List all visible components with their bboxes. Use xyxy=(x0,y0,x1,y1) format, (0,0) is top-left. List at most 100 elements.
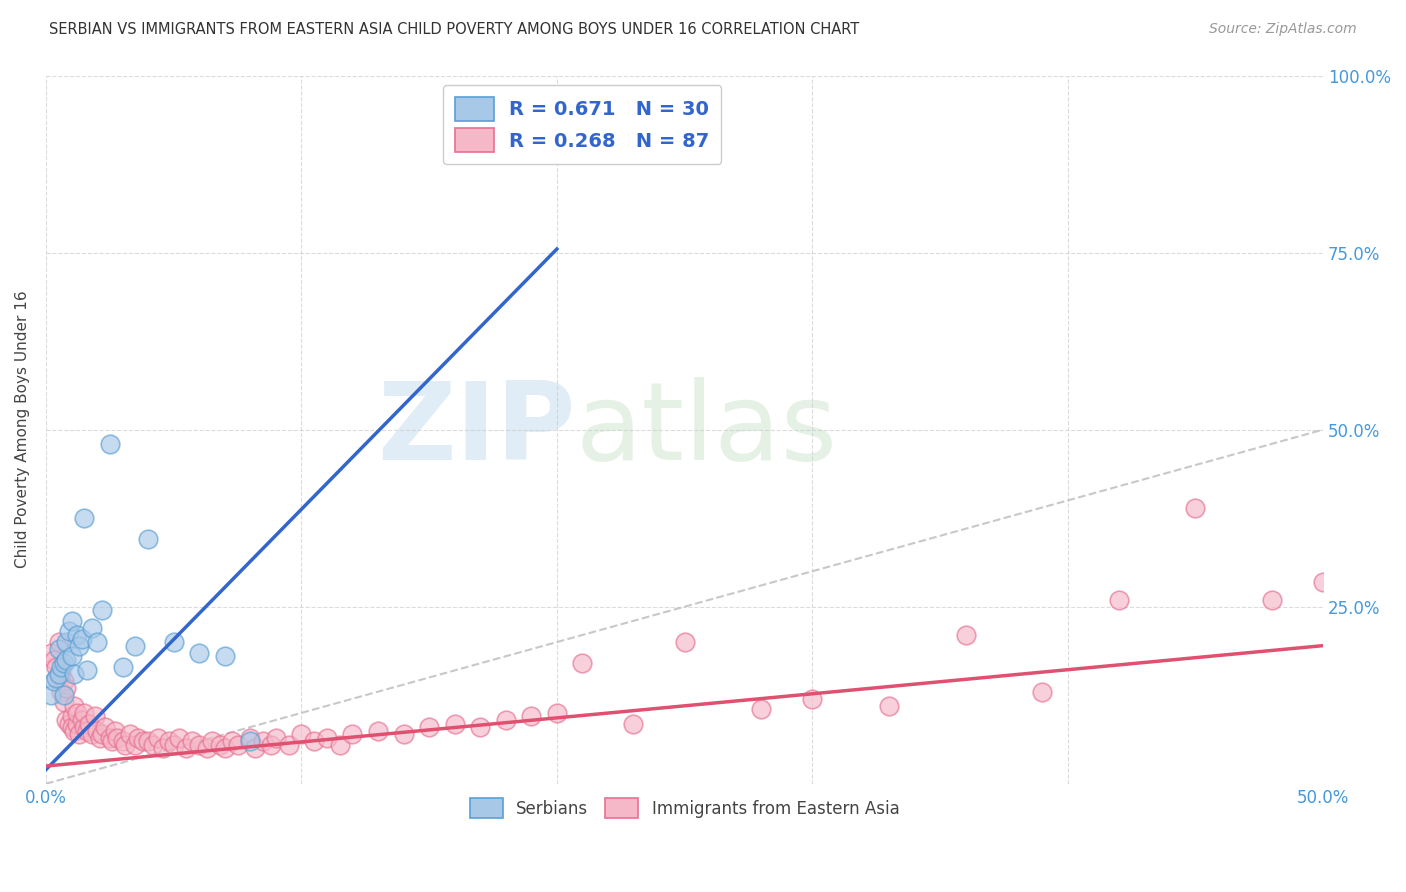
Point xyxy=(60,649,83,664)
Point xyxy=(63,698,86,713)
Point xyxy=(955,628,977,642)
Point xyxy=(188,738,211,752)
Point xyxy=(1108,592,1130,607)
Point xyxy=(51,667,73,681)
Point xyxy=(73,511,96,525)
Point xyxy=(188,646,211,660)
Point xyxy=(63,723,86,738)
Point xyxy=(167,731,190,745)
Point xyxy=(63,667,86,681)
Point xyxy=(124,639,146,653)
Point xyxy=(180,734,202,748)
Point xyxy=(470,720,492,734)
Point xyxy=(83,709,105,723)
Legend: Serbians, Immigrants from Eastern Asia: Serbians, Immigrants from Eastern Asia xyxy=(463,791,905,825)
Point xyxy=(221,734,243,748)
Point xyxy=(673,635,696,649)
Point xyxy=(42,674,65,689)
Point xyxy=(176,741,198,756)
Point xyxy=(101,734,124,748)
Point xyxy=(48,642,70,657)
Point xyxy=(70,632,93,646)
Point xyxy=(142,738,165,752)
Point xyxy=(495,713,517,727)
Point xyxy=(152,741,174,756)
Point xyxy=(58,624,80,639)
Point xyxy=(51,660,73,674)
Point xyxy=(1184,500,1206,515)
Point xyxy=(392,727,415,741)
Point xyxy=(60,709,83,723)
Point xyxy=(1312,574,1334,589)
Point xyxy=(39,688,62,702)
Point xyxy=(443,716,465,731)
Point xyxy=(48,671,70,685)
Point xyxy=(252,734,274,748)
Point xyxy=(42,653,65,667)
Point xyxy=(132,734,155,748)
Point xyxy=(60,614,83,628)
Point xyxy=(104,723,127,738)
Point xyxy=(52,674,75,689)
Point xyxy=(245,741,267,756)
Point xyxy=(55,681,77,695)
Point xyxy=(226,738,249,752)
Point xyxy=(418,720,440,734)
Text: Source: ZipAtlas.com: Source: ZipAtlas.com xyxy=(1209,22,1357,37)
Point xyxy=(48,635,70,649)
Point xyxy=(260,738,283,752)
Point xyxy=(52,695,75,709)
Point xyxy=(39,646,62,660)
Point xyxy=(316,731,339,745)
Point xyxy=(60,720,83,734)
Point xyxy=(70,713,93,727)
Point xyxy=(302,734,325,748)
Point xyxy=(195,741,218,756)
Point xyxy=(114,738,136,752)
Point xyxy=(107,731,129,745)
Point xyxy=(45,671,67,685)
Point xyxy=(877,698,900,713)
Point xyxy=(546,706,568,720)
Point xyxy=(111,660,134,674)
Point xyxy=(55,713,77,727)
Point xyxy=(214,649,236,664)
Point xyxy=(76,723,98,738)
Point xyxy=(55,653,77,667)
Point xyxy=(65,628,87,642)
Point xyxy=(290,727,312,741)
Point xyxy=(55,635,77,649)
Point xyxy=(342,727,364,741)
Point xyxy=(51,684,73,698)
Point xyxy=(329,738,352,752)
Point xyxy=(749,702,772,716)
Point xyxy=(52,688,75,702)
Point xyxy=(1031,684,1053,698)
Point xyxy=(98,731,121,745)
Text: atlas: atlas xyxy=(576,376,838,483)
Text: ZIP: ZIP xyxy=(377,376,576,483)
Point xyxy=(264,731,287,745)
Point xyxy=(208,738,231,752)
Point xyxy=(91,727,114,741)
Point xyxy=(127,731,149,745)
Point xyxy=(67,727,90,741)
Point xyxy=(157,734,180,748)
Point xyxy=(136,734,159,748)
Point xyxy=(93,720,115,734)
Point xyxy=(65,716,87,731)
Point xyxy=(79,716,101,731)
Point xyxy=(239,731,262,745)
Point xyxy=(239,734,262,748)
Point xyxy=(201,734,224,748)
Point xyxy=(120,727,142,741)
Point xyxy=(80,621,103,635)
Point xyxy=(367,723,389,738)
Point xyxy=(277,738,299,752)
Point xyxy=(73,706,96,720)
Point xyxy=(73,720,96,734)
Point xyxy=(48,667,70,681)
Point xyxy=(65,706,87,720)
Y-axis label: Child Poverty Among Boys Under 16: Child Poverty Among Boys Under 16 xyxy=(15,291,30,568)
Point xyxy=(571,657,593,671)
